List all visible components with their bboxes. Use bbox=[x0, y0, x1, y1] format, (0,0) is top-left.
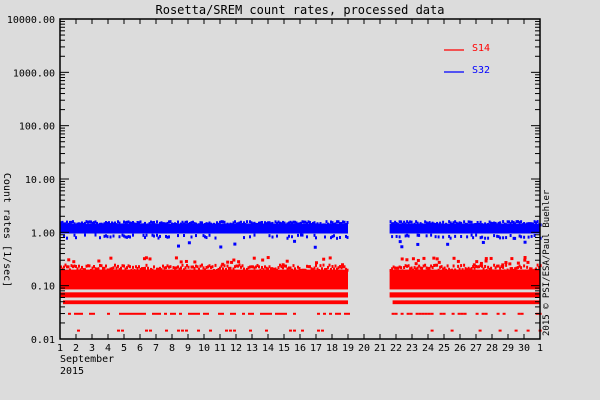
data-points bbox=[60, 220, 542, 332]
y-tick-label: 1000.00 bbox=[13, 68, 55, 79]
x-tick-label: 14 bbox=[262, 343, 274, 354]
y-tick-label: 10000.00 bbox=[7, 15, 55, 26]
x-tick-label: 12 bbox=[230, 343, 242, 354]
y-tick-label: 0.01 bbox=[31, 335, 55, 346]
x-tick-label: 28 bbox=[486, 343, 498, 354]
x-tick-label: 21 bbox=[374, 343, 386, 354]
chart-title: Rosetta/SREM count rates, processed data bbox=[156, 3, 445, 17]
x-tick-label: 6 bbox=[137, 343, 143, 354]
legend-label-s32: S32 bbox=[472, 65, 490, 76]
x-sublabel-year: 2015 bbox=[60, 366, 84, 377]
credit-text: 2015 © PSI/ESA/Paul Buehler bbox=[542, 189, 552, 336]
x-tick-label: 23 bbox=[406, 343, 418, 354]
y-tick-label: 0.10 bbox=[31, 282, 55, 293]
x-tick-label: 9 bbox=[185, 343, 191, 354]
x-tick-label: 4 bbox=[105, 343, 111, 354]
legend: S14 S32 bbox=[444, 43, 490, 76]
x-tick-label: 13 bbox=[246, 343, 258, 354]
legend-label-s14: S14 bbox=[472, 43, 490, 54]
x-tick-label: 7 bbox=[153, 343, 159, 354]
x-tick-label: 19 bbox=[342, 343, 354, 354]
x-tick-label: 29 bbox=[502, 343, 514, 354]
y-axis-label: Count rates [1/sec] bbox=[1, 173, 12, 287]
x-sublabel-month: September bbox=[60, 354, 114, 365]
x-tick-label: 10 bbox=[198, 343, 210, 354]
x-tick-label: 8 bbox=[169, 343, 175, 354]
x-tick-label: 15 bbox=[278, 343, 290, 354]
y-tick-label: 1.00 bbox=[31, 228, 55, 239]
x-tick-label: 30 bbox=[518, 343, 530, 354]
y-tick-label: 100.00 bbox=[19, 122, 55, 133]
x-tick-label: 27 bbox=[470, 343, 482, 354]
x-tick-label: 1 bbox=[57, 343, 63, 354]
x-tick-label: 26 bbox=[454, 343, 466, 354]
x-tick-label: 18 bbox=[326, 343, 338, 354]
x-tick-label: 5 bbox=[121, 343, 127, 354]
x-tick-label: 24 bbox=[422, 343, 434, 354]
y-tick-label: 10.00 bbox=[25, 175, 55, 186]
x-tick-label: 20 bbox=[358, 343, 370, 354]
series-s14 bbox=[60, 256, 542, 332]
x-tick-label: 3 bbox=[89, 343, 95, 354]
x-tick-label: 16 bbox=[294, 343, 306, 354]
x-tick-label: 1 bbox=[537, 343, 543, 354]
x-tick-label: 22 bbox=[390, 343, 402, 354]
x-tick-label: 11 bbox=[214, 343, 226, 354]
x-tick-label: 25 bbox=[438, 343, 450, 354]
x-tick-label: 17 bbox=[310, 343, 322, 354]
series-s32 bbox=[60, 220, 542, 249]
x-tick-label: 2 bbox=[73, 343, 79, 354]
